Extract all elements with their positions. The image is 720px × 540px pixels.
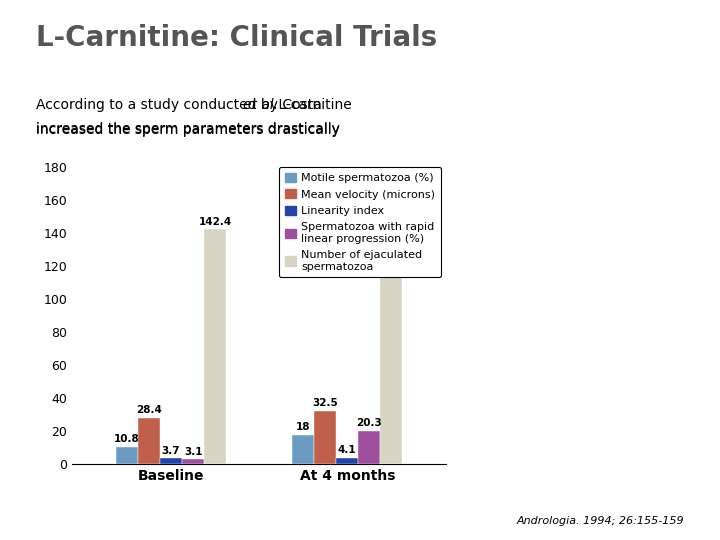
Bar [204, 230, 226, 464]
Text: 4.1: 4.1 [338, 445, 356, 455]
Bar [182, 460, 204, 464]
Text: 32.5: 32.5 [312, 399, 338, 408]
Text: 163.3: 163.3 [375, 183, 408, 192]
Text: 3.7: 3.7 [162, 446, 181, 456]
Bar [292, 435, 314, 464]
Text: L-carnitine: L-carnitine [274, 98, 352, 112]
Text: According to a study conducted by Costa: According to a study conducted by Costa [36, 98, 326, 112]
Text: Andrologia. 1994; 26:155-159: Andrologia. 1994; 26:155-159 [516, 516, 684, 526]
Text: L-Carnitine: Clinical Trials: L-Carnitine: Clinical Trials [36, 24, 437, 52]
Bar [380, 195, 402, 464]
Legend: Motile spermatozoa (%), Mean velocity (microns), Linearity index, Spermatozoa wi: Motile spermatozoa (%), Mean velocity (m… [279, 167, 441, 277]
Bar [336, 457, 359, 464]
Bar [359, 431, 380, 464]
Bar [314, 411, 336, 464]
Text: 10.8: 10.8 [114, 434, 140, 444]
Bar [160, 458, 182, 464]
Text: 20.3: 20.3 [356, 418, 382, 428]
Text: 18: 18 [296, 422, 310, 432]
Text: 142.4: 142.4 [199, 217, 232, 227]
Text: 28.4: 28.4 [136, 405, 162, 415]
Bar [138, 417, 160, 464]
Text: increased the sperm parameters drastically: increased the sperm parameters drastical… [36, 122, 340, 136]
Text: 3.1: 3.1 [184, 447, 202, 457]
Text: increased the sperm parameters drastically: increased the sperm parameters drastical… [36, 123, 340, 137]
Bar [116, 447, 138, 464]
Text: et al.: et al. [243, 98, 279, 112]
